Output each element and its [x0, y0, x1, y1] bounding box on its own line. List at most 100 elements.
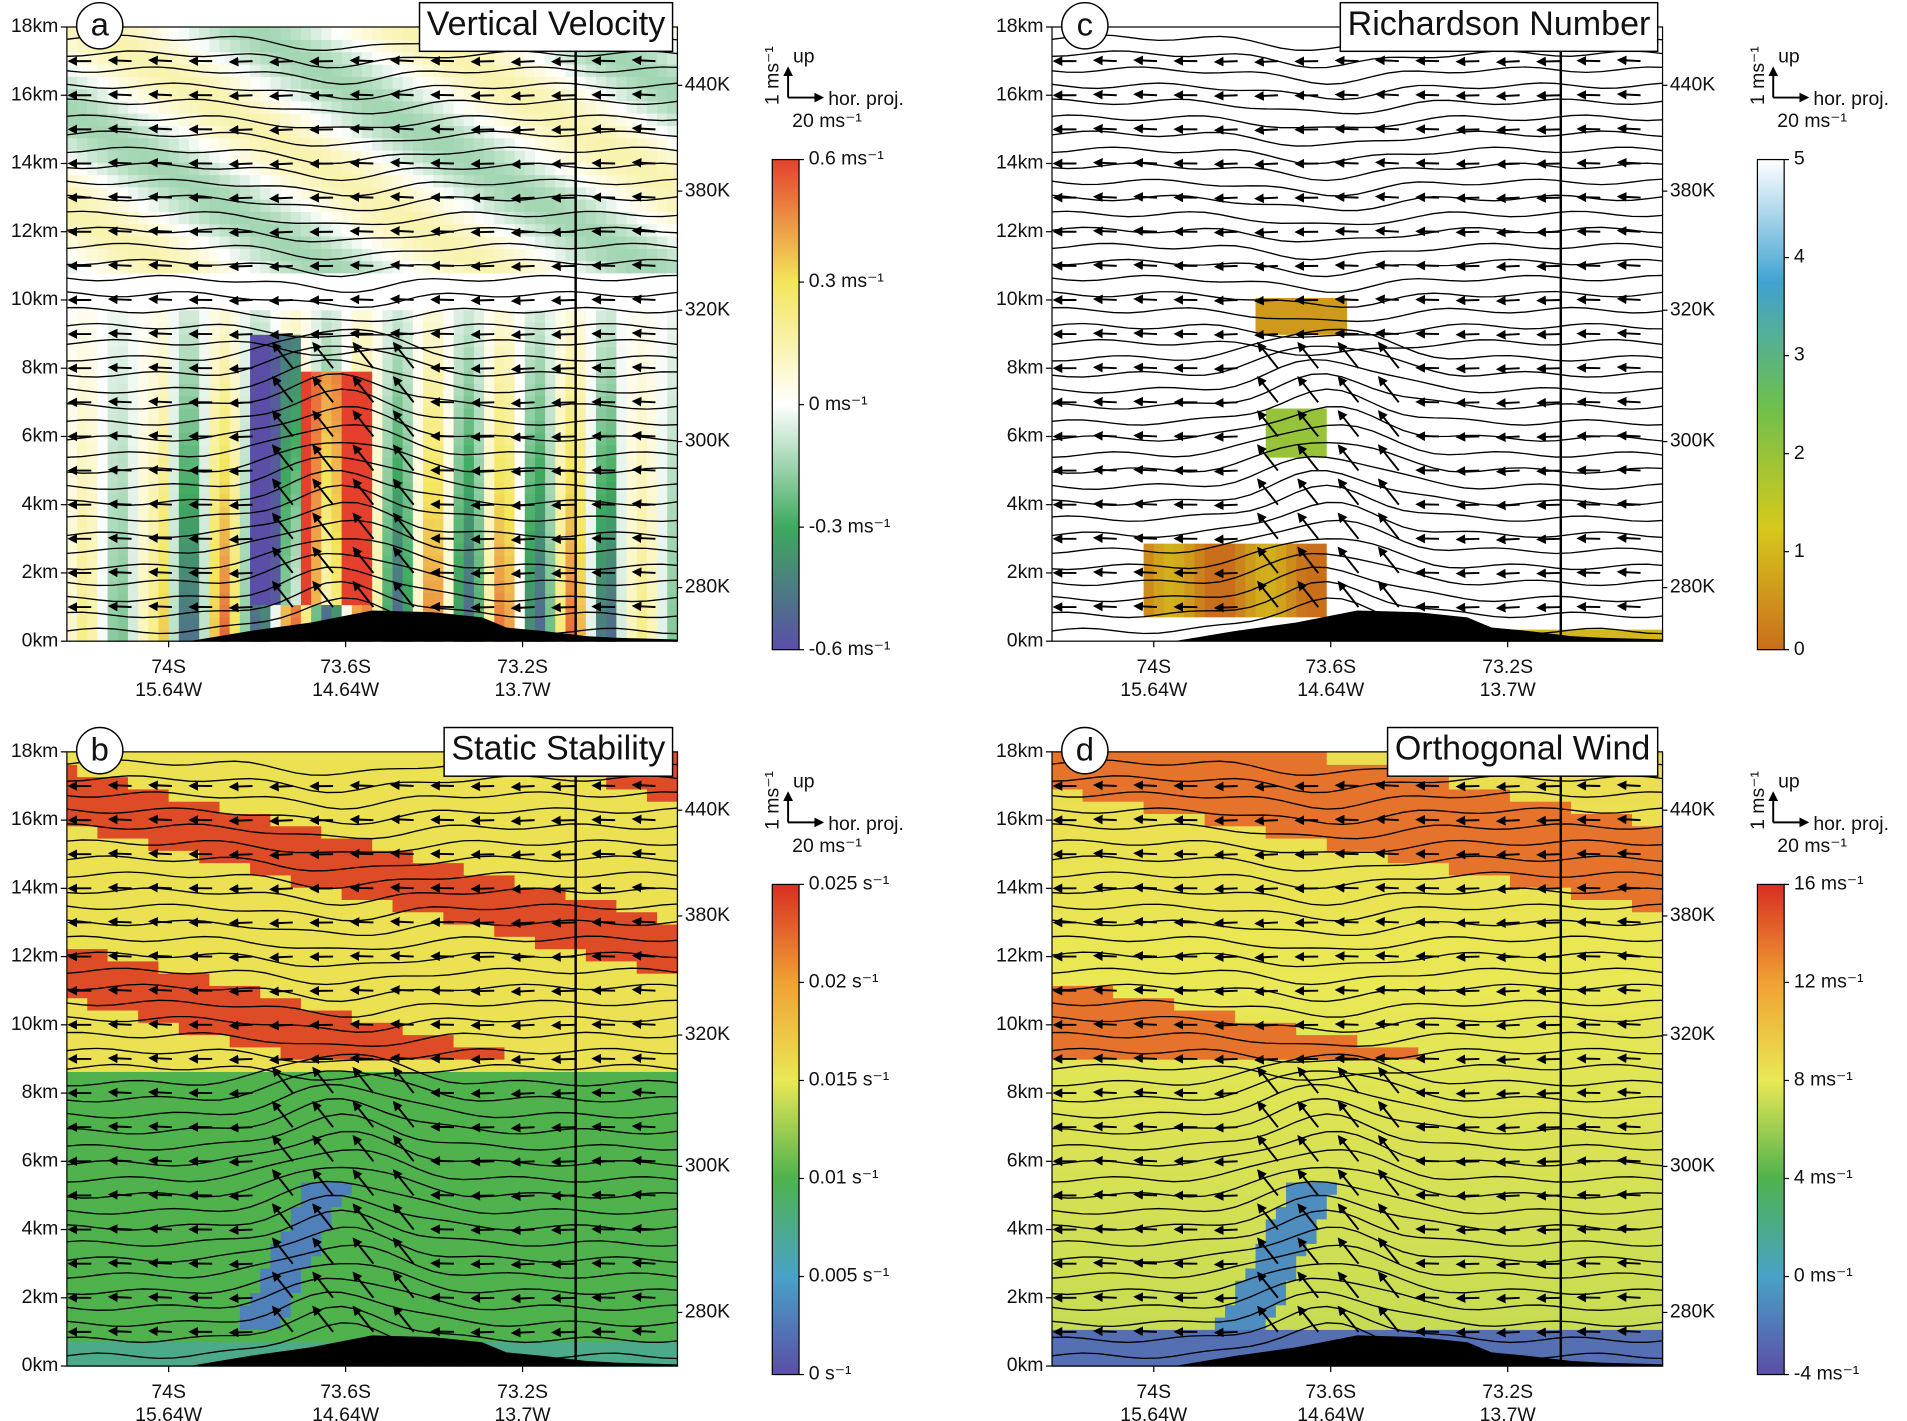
field-cell	[392, 76, 404, 90]
field-cell	[545, 616, 557, 630]
field-cell	[514, 125, 526, 139]
field-cell	[545, 456, 557, 470]
field-cell	[473, 604, 485, 618]
field-cell	[423, 395, 434, 409]
wind-vector	[470, 431, 495, 442]
field-cell	[351, 248, 363, 262]
field-cell	[178, 862, 190, 876]
field-cell	[97, 223, 109, 237]
field-cell	[575, 555, 587, 569]
field-cell	[158, 1267, 170, 1281]
field-cell	[433, 456, 445, 470]
field-cell	[168, 1206, 180, 1220]
field-cell	[117, 960, 129, 974]
field-cell	[616, 309, 628, 323]
field-cell	[77, 825, 88, 839]
field-cell	[657, 469, 668, 483]
field-cell	[250, 530, 261, 544]
field-cell	[575, 616, 587, 630]
wind-vector	[631, 499, 656, 509]
field-cell	[178, 456, 190, 470]
field-cell	[158, 284, 170, 298]
field-cell	[250, 972, 261, 986]
field-cell	[351, 321, 363, 335]
field-cell	[311, 1280, 323, 1294]
field-cell	[626, 260, 638, 274]
field-cell	[311, 1194, 323, 1208]
field-cell	[209, 1181, 221, 1195]
field-cell	[646, 579, 658, 593]
field-cell	[138, 469, 150, 483]
field-cell	[97, 948, 109, 962]
field-cell	[646, 76, 658, 90]
field-cell	[321, 579, 333, 593]
field-cell	[250, 223, 261, 237]
field-cell	[331, 1181, 343, 1195]
field-cell	[514, 309, 526, 323]
field-cell	[402, 63, 414, 77]
field-cell	[178, 1292, 190, 1306]
field-cell	[77, 567, 88, 581]
field-cell	[178, 26, 190, 41]
field-cell	[107, 358, 119, 372]
field-cell	[178, 1058, 190, 1072]
field-cell	[229, 456, 241, 470]
field-cell	[646, 297, 658, 311]
field-cell	[382, 764, 394, 778]
field-cell	[351, 432, 363, 446]
field-cell	[158, 125, 170, 139]
field-cell	[433, 346, 445, 360]
field-cell	[382, 911, 394, 925]
field-cell	[229, 334, 241, 348]
field-cell	[127, 370, 139, 384]
field-cell	[290, 579, 302, 593]
field-cell	[178, 506, 190, 520]
field-cell	[97, 112, 109, 126]
field-cell	[372, 1194, 384, 1208]
wind-vector	[228, 261, 253, 272]
field-cell	[199, 936, 211, 950]
field-cell	[219, 567, 231, 581]
field-cell	[219, 800, 231, 814]
field-cell	[616, 88, 628, 102]
field-cell	[66, 39, 78, 53]
field-cell	[117, 211, 129, 225]
field-cell	[412, 579, 424, 593]
field-cell	[168, 334, 180, 348]
field-cell	[117, 297, 129, 311]
field-cell	[321, 567, 333, 581]
field-cell	[555, 383, 567, 397]
field-cell	[524, 481, 536, 495]
field-cell	[66, 1267, 78, 1281]
field-cell	[372, 1267, 384, 1281]
field-cell	[331, 923, 343, 937]
field-cell	[260, 1144, 272, 1158]
field-cell	[514, 518, 526, 532]
field-cell	[148, 456, 160, 470]
field-cell	[209, 481, 221, 495]
field-cell	[148, 469, 160, 483]
field-cell	[219, 481, 231, 495]
field-cell	[107, 1194, 119, 1208]
field-cell	[473, 198, 485, 212]
field-cell	[117, 886, 129, 900]
field-cell	[311, 309, 323, 323]
field-cell	[667, 518, 679, 532]
field-cell	[636, 407, 648, 421]
field-cell	[117, 223, 129, 237]
field-cell	[219, 370, 231, 384]
field-cell	[453, 248, 465, 262]
field-cell	[545, 272, 557, 286]
field-cell	[280, 1267, 292, 1281]
field-cell	[188, 321, 200, 335]
field-cell	[158, 579, 170, 593]
field-cell	[148, 309, 160, 323]
field-cell	[667, 235, 679, 249]
field-cell	[372, 1304, 384, 1318]
field-cell	[423, 604, 434, 618]
field-cell	[209, 125, 221, 139]
field-cell	[636, 432, 648, 446]
wind-vector	[551, 295, 575, 306]
field-cell	[402, 444, 414, 458]
field-cell	[127, 1120, 139, 1134]
